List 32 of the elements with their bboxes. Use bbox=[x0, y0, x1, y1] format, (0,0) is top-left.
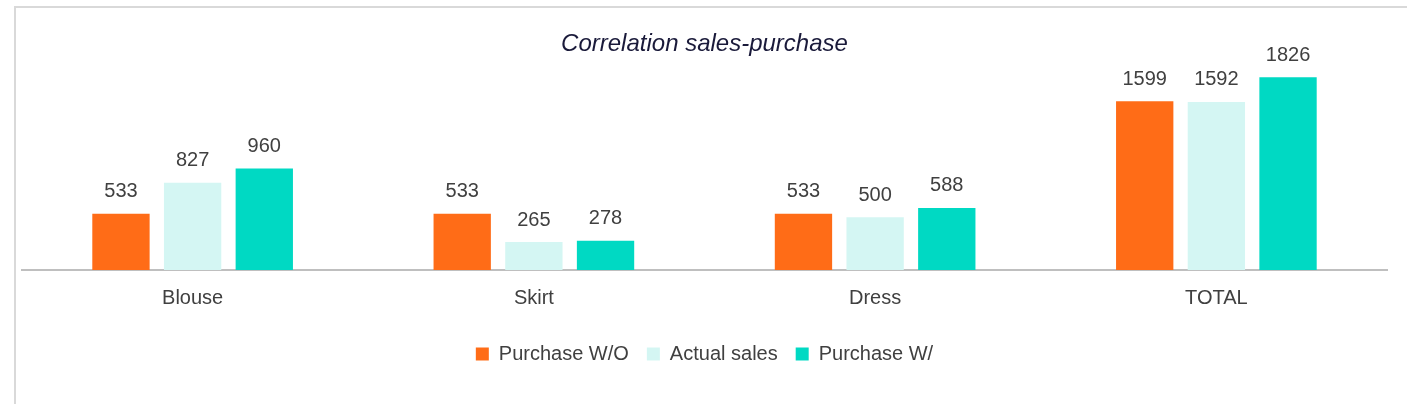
data-label: 278 bbox=[588, 206, 623, 229]
data-label: 533 bbox=[445, 179, 479, 202]
data-label: 827 bbox=[175, 148, 210, 171]
bar bbox=[918, 207, 976, 270]
data-label: 960 bbox=[247, 134, 281, 157]
data-label: 265 bbox=[517, 207, 551, 230]
legend-label: Purchase W/ bbox=[818, 341, 934, 364]
data-label: 1599 bbox=[1122, 66, 1167, 89]
legend-label: Purchase W/O bbox=[498, 341, 629, 364]
data-label: 533 bbox=[104, 179, 138, 202]
chart-title: Correlation sales-purchase bbox=[561, 29, 848, 57]
bar bbox=[1187, 101, 1246, 270]
x-tick-label: TOTAL bbox=[1185, 285, 1248, 308]
bar bbox=[846, 217, 904, 270]
data-label: 1826 bbox=[1265, 42, 1311, 65]
bar bbox=[163, 182, 222, 270]
data-label: 533 bbox=[786, 179, 821, 202]
x-tick-label: Skirt bbox=[513, 285, 555, 308]
x-tick-label: Dress bbox=[849, 285, 902, 308]
bar bbox=[576, 240, 635, 270]
bar bbox=[1116, 101, 1174, 270]
legend-label: Actual sales bbox=[669, 341, 778, 364]
x-tick-label: Blouse bbox=[162, 285, 224, 308]
bar bbox=[774, 213, 833, 270]
bar bbox=[433, 213, 491, 270]
bar bbox=[505, 242, 563, 270]
data-label: 1592 bbox=[1194, 67, 1239, 90]
bar bbox=[92, 213, 150, 270]
data-label: 588 bbox=[930, 173, 964, 196]
data-label: 500 bbox=[858, 182, 892, 205]
bar bbox=[235, 168, 293, 270]
bar bbox=[1259, 77, 1317, 270]
